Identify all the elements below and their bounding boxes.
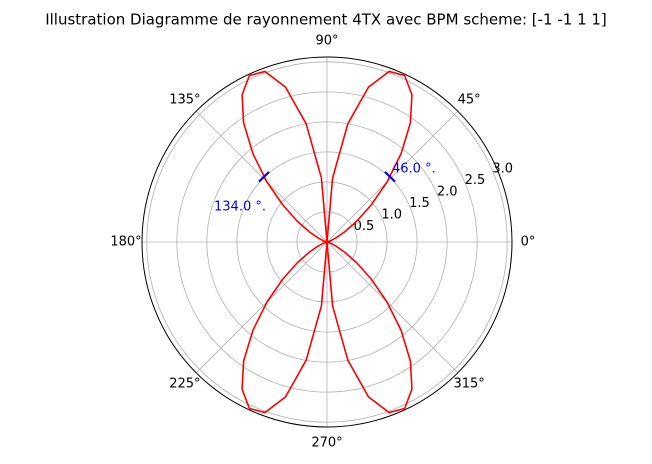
theta-tick-label: 90° bbox=[315, 34, 338, 49]
angle-marker-label: 134.0 °. bbox=[214, 199, 266, 214]
theta-tick-label: 315° bbox=[453, 377, 484, 392]
angle-marker-label: 46.0 °. bbox=[392, 161, 436, 176]
grid-spoke bbox=[326, 241, 459, 374]
plot-border bbox=[141, 56, 513, 428]
r-tick-label: 0.5 bbox=[354, 219, 375, 234]
angle-marker bbox=[258, 171, 270, 183]
angle-marker bbox=[384, 171, 396, 183]
theta-tick-label: 180° bbox=[110, 235, 141, 250]
theta-tick-label: 0° bbox=[521, 235, 536, 250]
series-line bbox=[241, 70, 413, 414]
r-tick-label: 1.0 bbox=[381, 208, 402, 223]
grid-spoke bbox=[326, 110, 459, 243]
r-tick-label: 3.0 bbox=[492, 162, 513, 177]
grid-spoke bbox=[195, 241, 328, 374]
r-tick-label: 2.5 bbox=[465, 173, 486, 188]
r-tick-label: 1.5 bbox=[409, 196, 430, 211]
theta-tick-label: 135° bbox=[169, 92, 200, 107]
theta-tick-label: 270° bbox=[311, 436, 342, 451]
theta-tick-label: 225° bbox=[169, 377, 200, 392]
r-tick-label: 2.0 bbox=[437, 185, 458, 200]
chart-title: Illustration Diagramme de rayonnement 4T… bbox=[45, 11, 607, 29]
grid-spoke bbox=[195, 110, 328, 243]
theta-tick-label: 45° bbox=[458, 92, 481, 107]
